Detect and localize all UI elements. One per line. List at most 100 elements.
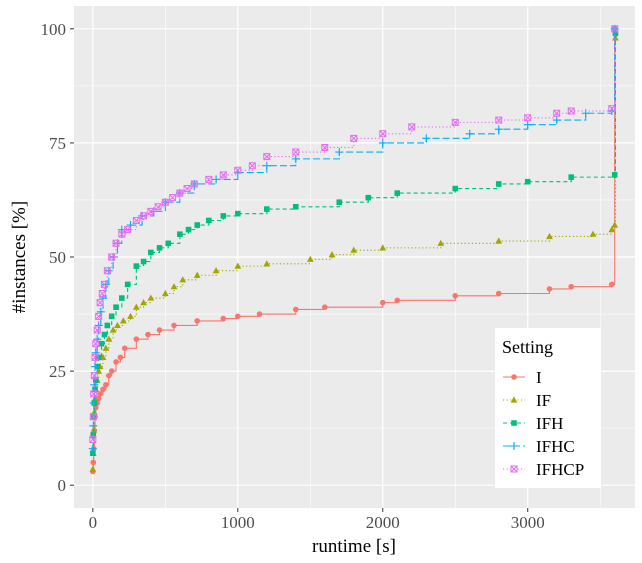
data-point-if bbox=[119, 317, 127, 324]
data-point-ifhcp bbox=[147, 207, 155, 215]
data-point-if bbox=[161, 289, 169, 297]
data-point-i bbox=[171, 322, 177, 329]
legend-title: Setting bbox=[502, 337, 553, 357]
data-point-ifh bbox=[612, 30, 619, 37]
data-point-i bbox=[495, 290, 502, 297]
data-point-i bbox=[256, 311, 263, 317]
data-point-ifh bbox=[220, 213, 227, 219]
data-point-ifhc bbox=[465, 129, 474, 138]
data-point-if bbox=[212, 267, 220, 274]
data-point-ifhcp bbox=[96, 299, 104, 307]
legend-item-if: IF bbox=[503, 391, 551, 410]
series-line-ifhc bbox=[92, 28, 616, 450]
legend-item-i: I bbox=[503, 368, 542, 387]
data-point-ifh bbox=[148, 249, 154, 256]
data-point-if bbox=[306, 255, 314, 262]
data-point-if bbox=[611, 221, 619, 228]
data-point-ifhcp bbox=[379, 130, 387, 138]
x-tick-label: 1000 bbox=[221, 513, 255, 532]
data-point-ifhcp bbox=[495, 116, 503, 124]
data-point-ifhcp bbox=[248, 162, 256, 170]
data-point-i bbox=[379, 299, 386, 306]
legend-key-marker bbox=[510, 465, 518, 473]
data-point-ifh bbox=[165, 240, 172, 247]
data-point-ifh bbox=[113, 304, 119, 310]
data-point-ifh bbox=[524, 178, 531, 185]
data-point-ifh bbox=[95, 354, 102, 361]
data-point-ifh bbox=[104, 322, 111, 329]
data-point-ifhcp bbox=[89, 413, 97, 421]
data-point-ifhcp bbox=[124, 226, 132, 234]
data-point-i bbox=[156, 327, 163, 333]
x-axis: 0 1000 2000 3000 bbox=[89, 508, 545, 532]
data-point-ifhcp bbox=[451, 118, 459, 126]
data-point-i bbox=[452, 292, 459, 299]
data-point-if bbox=[127, 312, 134, 319]
legend-key-marker bbox=[510, 442, 518, 450]
data-point-ifhc bbox=[378, 138, 387, 147]
data-point-ifh bbox=[124, 281, 131, 288]
data-point-if bbox=[437, 239, 445, 246]
data-point-ifhcp bbox=[112, 239, 120, 247]
legend-item-ifhcp: IFHCP bbox=[503, 460, 584, 479]
data-point-ifhc bbox=[494, 125, 503, 134]
legend-key-marker bbox=[511, 420, 517, 426]
data-point-ifh bbox=[140, 258, 147, 265]
legend: Setting I IF IFH IFHC IFHCP bbox=[495, 328, 601, 488]
data-point-if bbox=[350, 246, 358, 253]
data-point-ifhcp bbox=[108, 253, 116, 261]
data-point-ifhcp bbox=[263, 153, 271, 161]
data-point-ifhcp bbox=[553, 109, 561, 117]
data-point-if bbox=[179, 276, 187, 283]
data-point-ifhcp bbox=[176, 189, 184, 197]
x-tick-label: 3000 bbox=[511, 513, 545, 532]
data-point-if bbox=[132, 303, 140, 310]
data-point-ifh bbox=[495, 181, 502, 187]
data-point-if bbox=[114, 321, 121, 329]
data-point-ifh bbox=[177, 231, 183, 237]
data-point-ifhcp bbox=[98, 290, 106, 298]
data-point-ifh bbox=[119, 295, 125, 301]
series-line-ifhcp bbox=[92, 28, 616, 441]
data-point-ifhcp bbox=[161, 198, 169, 206]
legend-label: IFH bbox=[536, 414, 563, 433]
y-tick-label: 100 bbox=[41, 20, 67, 39]
data-point-i bbox=[117, 354, 124, 361]
legend-key-marker bbox=[511, 374, 517, 380]
data-point-i bbox=[145, 331, 151, 338]
data-point-i bbox=[194, 318, 201, 324]
data-point-ifhcp bbox=[118, 230, 126, 238]
data-point-i bbox=[113, 359, 119, 365]
data-point-if bbox=[263, 260, 271, 267]
data-point-ifh bbox=[194, 222, 201, 228]
legend-key-marker bbox=[510, 396, 518, 403]
x-tick-label: 2000 bbox=[366, 513, 400, 532]
y-tick-label: 75 bbox=[49, 134, 66, 153]
data-point-i bbox=[220, 315, 227, 322]
data-point-ifh bbox=[263, 206, 270, 212]
data-point-ifhcp bbox=[408, 123, 416, 131]
legend-items: I IF IFH IFHC IFHCP bbox=[503, 368, 584, 479]
data-point-ifh bbox=[185, 226, 192, 233]
data-point-ifh bbox=[101, 331, 108, 338]
data-point-i bbox=[292, 306, 299, 313]
grid-major bbox=[74, 6, 635, 508]
data-point-ifhcp bbox=[132, 216, 140, 224]
data-point-ifhcp bbox=[524, 114, 532, 122]
legend-label: IFHC bbox=[536, 437, 575, 456]
data-point-if bbox=[89, 465, 97, 472]
data-point-ifhcp bbox=[100, 280, 108, 288]
y-tick-label: 25 bbox=[49, 362, 66, 381]
data-point-i bbox=[609, 281, 615, 288]
data-point-ifh bbox=[452, 185, 459, 192]
data-point-i bbox=[108, 368, 115, 374]
data-point-if bbox=[608, 226, 616, 233]
data-point-ifhcp bbox=[140, 212, 148, 220]
data-point-if bbox=[105, 335, 113, 342]
data-point-i bbox=[133, 336, 140, 342]
y-axis-title: #instances [%] bbox=[9, 201, 30, 313]
data-point-i bbox=[546, 286, 553, 292]
data-point-i bbox=[121, 345, 128, 352]
legend-label: IFHCP bbox=[536, 460, 584, 479]
data-point-ifh bbox=[611, 172, 618, 178]
